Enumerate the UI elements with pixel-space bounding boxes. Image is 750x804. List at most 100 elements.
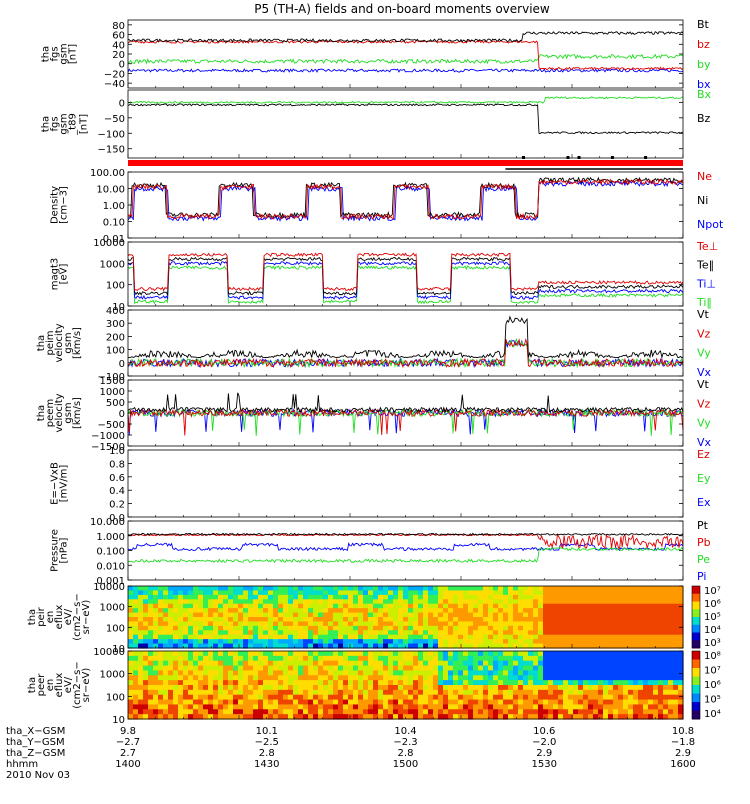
spectrogram-cell [208,680,214,686]
spectrogram-cell [258,714,264,720]
spectrogram-cell [203,634,209,640]
spectrogram-cell [523,612,529,618]
spectrogram-cell [318,660,324,667]
spectrogram-cell [508,630,514,636]
spectrogram-cell [563,630,569,636]
spectrogram-cell [133,704,139,710]
spectrogram-cell [583,675,589,681]
spectrogram-cell [203,639,209,645]
spectrogram-cell [183,675,189,681]
spectrogram-cell [328,660,334,667]
spectrogram-cell [408,630,414,636]
spectrogram-cell [323,655,329,662]
spectrogram-cell [233,608,239,614]
spectrogram-cell [273,655,279,662]
spectrogram-cell [243,639,249,645]
spectrogram-cell [558,694,564,701]
spectrogram-cell [163,617,169,623]
spectrogram-cell [163,594,169,600]
spectrogram-cell [508,590,514,596]
spectrogram-cell [373,621,379,627]
spectrogram-cell [258,594,264,600]
spectrogram-cell [408,680,414,686]
spectrogram-cell [243,590,249,596]
spectrogram-cell [218,612,224,618]
spectrogram-cell [538,634,544,640]
spectrogram-cell [308,608,314,614]
spectrogram-cell [678,639,684,645]
spectrogram-cell [253,709,259,715]
spectrogram-cell [583,608,589,614]
spectrogram-cell [478,639,484,645]
spectrogram-cell [173,590,179,596]
spectrogram-cell [338,612,344,618]
spectrogram-cell [663,625,669,631]
spectrogram-cell [248,665,254,672]
spectrogram-cell [468,714,474,720]
spectrogram-cell [528,689,534,696]
spectrogram-cell [308,689,314,696]
spectrogram-cell [598,621,604,627]
spectrogram-cell [543,643,549,649]
spectrogram-cell [283,617,289,623]
spectrogram-cell [313,599,319,605]
spectrogram-cell [373,655,379,662]
spectrogram-cell [393,594,399,600]
spectrogram-cell [263,625,269,631]
spectrogram-cell [368,599,374,605]
y-tick-label: 0.4 [109,486,125,497]
spectrogram-cell [668,621,674,627]
spectrogram-cell [358,603,364,609]
spectrogram-cell [143,594,149,600]
spectrogram-cell [373,699,379,706]
spectrogram-cell [613,714,619,720]
spectrogram-cell [338,689,344,696]
spectrogram-cell [503,634,509,640]
spectrogram-cell [223,608,229,614]
spectrogram-cell [258,621,264,627]
spectrogram-cell [653,586,659,592]
spectrogram-cell [608,630,614,636]
spectrogram-cell [168,603,174,609]
spectrogram-cell [413,655,419,662]
spectrogram-cell [188,660,194,667]
spectrogram-cell [553,670,559,676]
spectrogram-cell [348,586,354,592]
spectrogram-cell [348,634,354,640]
spectrogram-cell [413,680,419,686]
spectrogram-cell [668,594,674,600]
spectrogram-cell [398,680,404,686]
spectrogram-cell [148,651,154,657]
spectrogram-cell [653,675,659,681]
spectrogram-cell [668,651,674,657]
spectrogram-cell [633,621,639,627]
spectrogram-cell [378,634,384,640]
spectrogram-cell [518,599,524,605]
spectrogram-cell [438,617,444,623]
spectrogram-cell [643,665,649,672]
spectrogram-cell [363,586,369,592]
spectrogram-cell [598,612,604,618]
spectrogram-cell [673,704,679,710]
spectrogram-cell [513,634,519,640]
spectrogram-cell [623,612,629,618]
spectrogram-cell [498,643,504,649]
spectrogram-cell [163,655,169,662]
spectrogram-cell [193,625,199,631]
spectrogram-cell [603,665,609,672]
spectrogram-cell [643,634,649,640]
spectrogram-cell [288,655,294,662]
series-line-Ti‖ [127,264,684,305]
spectrogram-cell [248,599,254,605]
spectrogram-cell [153,714,159,720]
y-tick-label: 0.2 [109,500,125,511]
spectrogram-cell [678,634,684,640]
spectrogram-cell [378,643,384,649]
spectrogram-cell [138,590,144,596]
spectrogram-cell [193,699,199,706]
spectrogram-cell [638,714,644,720]
spectrogram-cell [238,699,244,706]
spectrogram-cell [488,630,494,636]
spectrogram-cell [318,670,324,676]
spectrogram-cell [238,685,244,691]
